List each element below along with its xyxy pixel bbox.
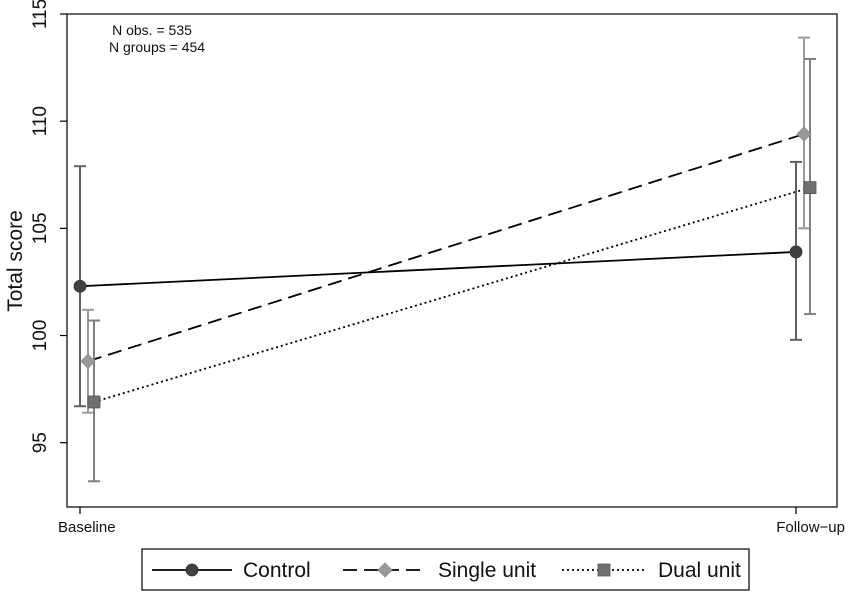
y-tick-label-110: 110 (30, 106, 51, 136)
legend-label-dual-unit: Dual unit (658, 559, 741, 582)
y-tick-label-115: 115 (30, 0, 51, 29)
annotation-n-obs: N obs. = 535 (112, 22, 192, 38)
markers (73, 126, 817, 409)
legend-label-single-unit: Single unit (438, 559, 536, 582)
annotation-n-groups: N groups = 454 (109, 39, 205, 55)
marker-dual-unit-1 (803, 181, 817, 195)
legend-items (152, 562, 646, 578)
marker-control-1 (789, 245, 803, 259)
y-tick-label-100: 100 (30, 320, 51, 352)
legend-marker-single-unit (377, 562, 393, 578)
y-axis: 95 100 105 110 115 (30, 0, 67, 453)
series-line-single-unit (87, 133, 805, 363)
series-lines (79, 133, 811, 403)
legend-marker-dual-unit (597, 563, 611, 577)
legend-label-control: Control (243, 559, 311, 582)
series-line-control (79, 251, 797, 288)
y-tick-label-105: 105 (30, 212, 51, 244)
y-axis-title: Total score (4, 210, 27, 312)
marker-single-unit-0 (80, 353, 96, 369)
x-tick-label-0: Baseline (58, 519, 116, 536)
plot-frame (66, 13, 838, 508)
legend: Control Single unit Dual unit (141, 548, 750, 591)
x-axis: Baseline Follow−up (58, 507, 845, 536)
y-tick-label-95: 95 (30, 432, 51, 453)
legend-box (141, 548, 750, 591)
error-bars (74, 36, 816, 483)
marker-dual-unit-0 (87, 395, 101, 409)
marker-control-0 (73, 279, 87, 293)
series-line-dual-unit (93, 186, 811, 403)
x-tick-label-1: Follow−up (776, 519, 845, 536)
marker-single-unit-1 (796, 126, 812, 142)
legend-marker-control (185, 563, 199, 577)
